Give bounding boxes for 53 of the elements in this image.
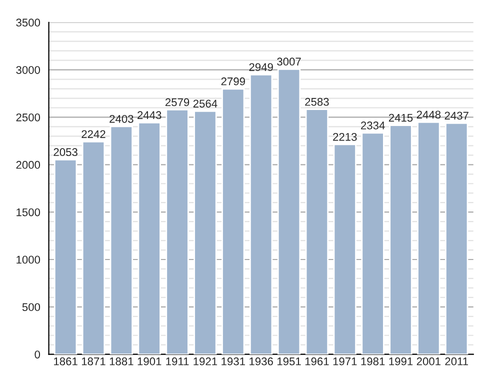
x-tick-label: 2011: [445, 357, 468, 366]
x-tick-label: 1951: [278, 357, 301, 366]
x-tick-label: 1961: [305, 357, 329, 366]
y-tick-label: 1500: [16, 208, 40, 216]
data-label: 2583: [305, 98, 329, 106]
data-label: 2799: [221, 77, 245, 86]
data-label: 2443: [138, 111, 162, 120]
x-tick-label: 1981: [361, 357, 385, 366]
data-label: 2213: [333, 132, 357, 141]
y-tick-label: 500: [22, 303, 40, 312]
data-label: 2437: [444, 112, 468, 120]
x-tick-label: 1991: [389, 357, 413, 366]
bar: [138, 122, 161, 354]
bar: [445, 122, 468, 354]
bar: [361, 132, 384, 354]
data-label: 2053: [54, 148, 78, 156]
x-tick-label: 1936: [250, 357, 273, 366]
data-label: 2949: [249, 63, 273, 72]
y-tick-label: 3500: [16, 18, 40, 27]
data-label: 2579: [165, 98, 190, 106]
y-tick-label: 2000: [16, 160, 40, 169]
y-tick-label: 2500: [16, 113, 40, 122]
x-tick-label: 2001: [416, 357, 440, 366]
bar: [110, 126, 134, 354]
y-tick-label: 1000: [16, 256, 40, 264]
bar: [277, 68, 301, 354]
data-label: 2415: [388, 114, 413, 122]
x-tick-label: 1931: [222, 357, 245, 366]
x-tick-label: 1901: [138, 357, 162, 366]
bar: [249, 74, 273, 354]
data-label: 3007: [277, 58, 301, 66]
data-label: 2403: [110, 114, 134, 123]
x-tick-label: 1911: [166, 357, 189, 366]
data-label: 2448: [416, 110, 441, 119]
bar: [305, 108, 329, 354]
bar: [417, 121, 440, 354]
bar: [166, 109, 189, 354]
y-tick-label: 0: [34, 350, 40, 358]
bar: [194, 110, 217, 354]
x-tick-label: 1881: [110, 357, 134, 366]
bar: [222, 88, 245, 354]
data-label: 2334: [361, 122, 385, 130]
bar: [333, 144, 356, 354]
x-tick-label: 1921: [194, 357, 218, 366]
x-tick-label: 1871: [82, 357, 106, 366]
x-tick-label: 1971: [333, 357, 357, 366]
x-tick-label: 1861: [54, 357, 78, 366]
data-label: 2564: [193, 100, 218, 108]
bar: [389, 124, 412, 354]
data-label: 2242: [82, 130, 106, 138]
y-tick-label: 3000: [16, 66, 40, 74]
bar: [54, 158, 78, 354]
bar: [82, 141, 106, 354]
